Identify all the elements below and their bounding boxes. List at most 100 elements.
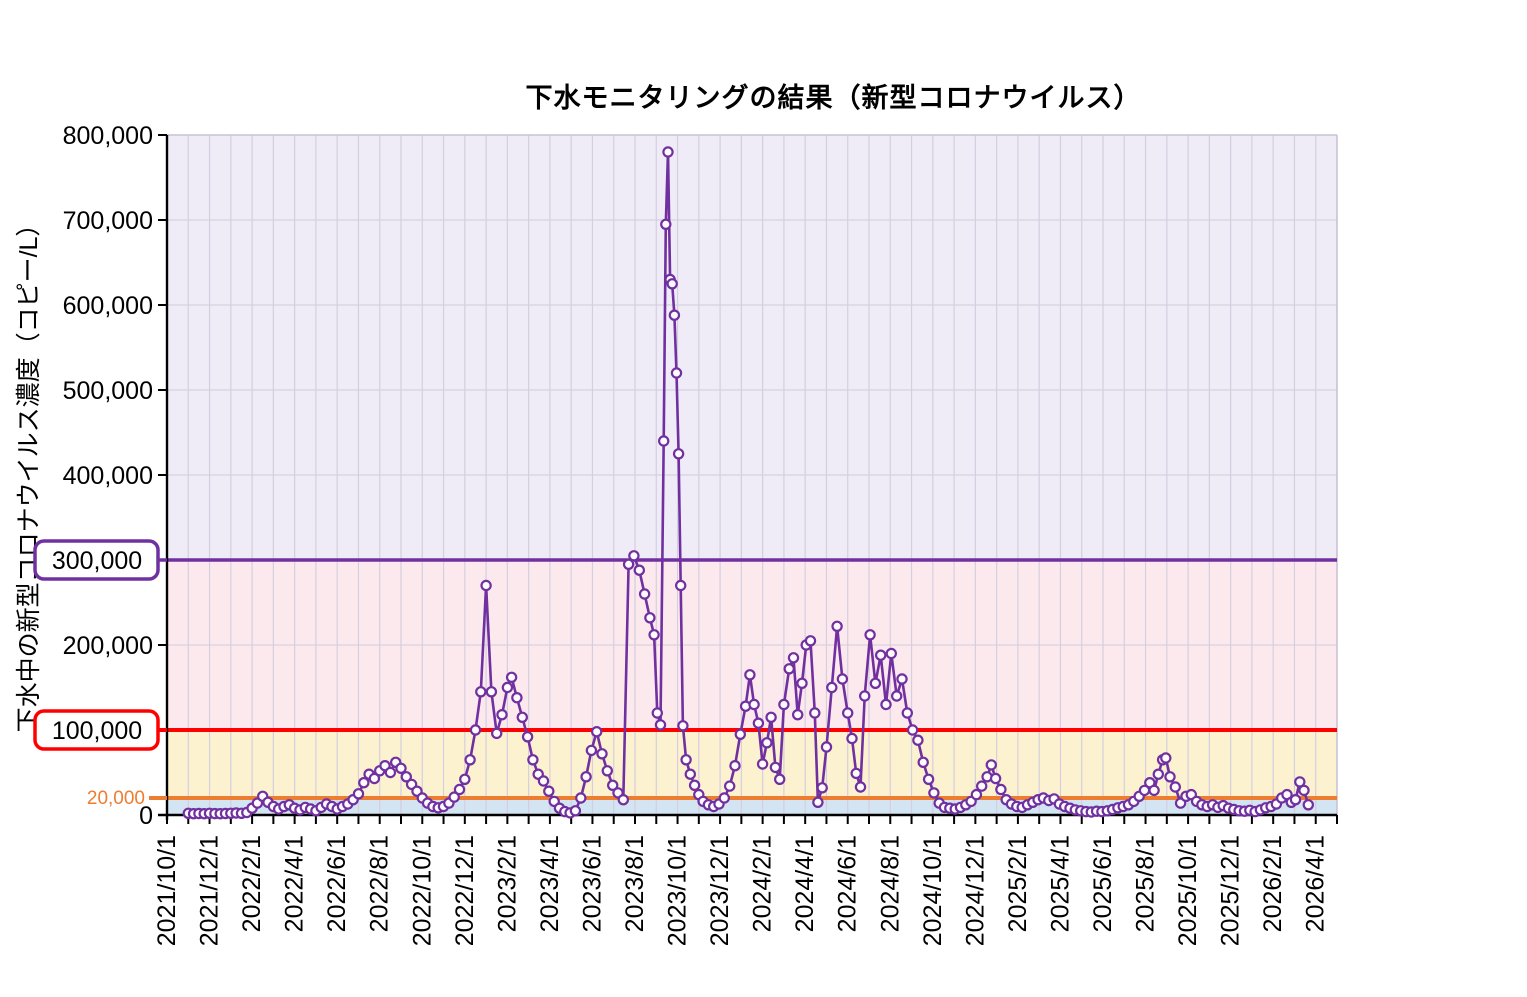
data-point: [1298, 784, 1310, 797]
y-tick-label: 700,000: [63, 207, 153, 235]
x-tick-label: 2023/6/1: [578, 835, 606, 932]
data-point: [842, 707, 854, 719]
y-tick-label: 600,000: [63, 292, 153, 320]
data-point: [816, 782, 828, 794]
data-point: [596, 748, 608, 760]
x-tick-label: 2025/10/1: [1174, 835, 1202, 946]
x-tick-label: 2025/4/1: [1046, 835, 1074, 932]
data-point: [688, 779, 701, 792]
data-point: [644, 612, 656, 624]
x-tick-label: 2023/4/1: [536, 835, 564, 932]
data-point: [585, 744, 598, 757]
data-point: [648, 629, 660, 641]
data-point: [917, 756, 929, 769]
x-tick-label: 2023/2/1: [493, 835, 521, 932]
data-point: [804, 635, 817, 647]
data-point: [501, 681, 514, 694]
data-point: [912, 734, 924, 746]
data-point: [885, 647, 898, 660]
data-point: [448, 791, 460, 803]
threshold-label-box-300000: [33, 539, 160, 581]
data-point: [864, 629, 876, 641]
data-point: [761, 737, 773, 749]
data-point: [358, 777, 370, 789]
data-point: [1302, 799, 1315, 811]
data-point: [569, 805, 582, 817]
data-point: [792, 709, 804, 721]
data-point: [1164, 771, 1176, 783]
data-point: [654, 719, 667, 731]
data-point: [469, 724, 482, 736]
data-point: [985, 759, 998, 771]
x-tick-label: 2023/8/1: [621, 835, 649, 932]
data-point: [485, 686, 498, 698]
data-point: [850, 767, 862, 780]
data-point: [459, 773, 471, 786]
y-tick-label: 500,000: [63, 377, 153, 405]
data-point: [628, 550, 640, 562]
data-point: [1294, 776, 1306, 788]
x-tick-label: 2023/12/1: [706, 835, 734, 946]
threshold-label-300000: 300,000: [52, 547, 142, 575]
data-point: [638, 588, 651, 600]
x-tick-label: 2022/6/1: [323, 835, 351, 932]
x-tick-label: 2024/4/1: [791, 835, 819, 932]
x-tick-label: 2025/8/1: [1132, 835, 1160, 932]
data-point: [1148, 784, 1160, 797]
data-point: [922, 773, 935, 786]
data-point: [859, 690, 871, 702]
data-point: [453, 783, 466, 796]
x-tick-label: 2021/12/1: [196, 835, 224, 946]
data-point: [384, 766, 397, 779]
data-point: [496, 709, 508, 721]
data-point: [660, 218, 672, 230]
x-tick-label: 2026/2/1: [1259, 835, 1287, 932]
data-point: [368, 772, 381, 785]
data-point: [901, 707, 914, 719]
data-point: [537, 775, 550, 787]
data-point: [875, 649, 887, 661]
data-point: [543, 785, 555, 797]
data-point: [666, 278, 678, 290]
data-point: [352, 788, 365, 800]
data-point: [734, 728, 747, 741]
data-point: [976, 780, 988, 792]
data-point: [820, 741, 833, 753]
data-point: [677, 720, 689, 732]
data-point: [658, 435, 670, 447]
y-tick-label: 0: [139, 802, 153, 830]
data-point: [521, 731, 534, 743]
x-tick-label: 2026/4/1: [1302, 835, 1330, 932]
x-tick-label: 2022/2/1: [238, 835, 266, 932]
data-point: [756, 758, 769, 770]
data-point: [505, 671, 518, 684]
y-tick-label: 800,000: [63, 122, 153, 150]
data-point: [400, 771, 412, 783]
data-point: [670, 367, 683, 379]
data-point: [718, 792, 731, 804]
data-point: [854, 781, 867, 793]
data-point: [765, 711, 777, 724]
data-point: [752, 717, 765, 729]
data-point: [1169, 781, 1182, 793]
data-point: [836, 673, 849, 685]
data-point: [896, 673, 908, 685]
threshold-label-100000: 100,000: [52, 717, 142, 745]
data-point: [787, 652, 800, 664]
y-tick-label: 400,000: [63, 462, 153, 490]
data-point: [809, 707, 821, 719]
x-tick-label: 2024/10/1: [919, 835, 947, 946]
data-point: [748, 698, 760, 711]
data-point: [464, 754, 476, 766]
data-point: [778, 698, 790, 711]
data-point: [491, 727, 503, 740]
data-point: [662, 146, 674, 158]
x-tick-label: 2025/12/1: [1217, 835, 1245, 946]
data-point: [622, 558, 635, 571]
data-point: [575, 792, 587, 804]
data-point: [607, 779, 619, 792]
x-tick-label: 2024/12/1: [961, 835, 989, 946]
data-point: [1160, 752, 1172, 764]
